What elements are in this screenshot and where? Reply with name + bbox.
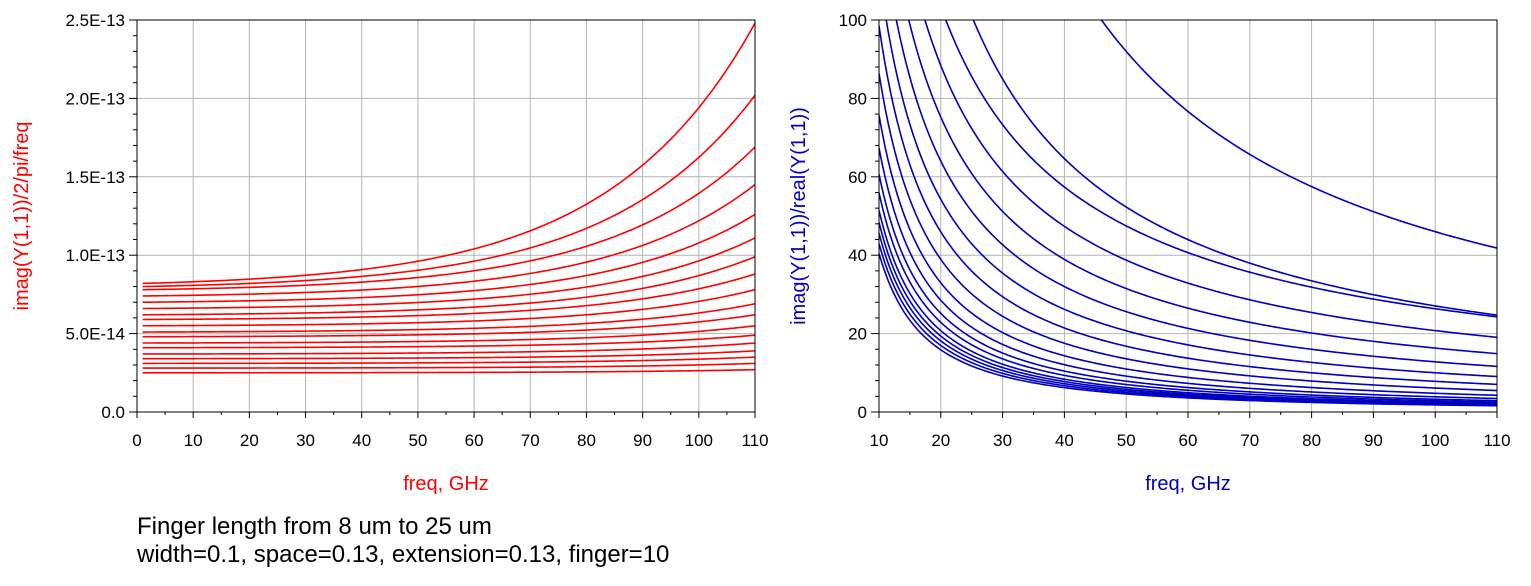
left-series-line — [142, 368, 755, 374]
chart-right: 10 20 30 40 50 60 70 80 90 100 110 0 20 40 60 80 100 fr… — [788, 11, 1511, 495]
right-y-tick-label: 0 — [858, 403, 867, 422]
right-series-line — [879, 147, 1497, 400]
left-series-line — [142, 324, 755, 344]
left-x-tick-label: 20 — [240, 431, 259, 450]
right-x-tick-label: 80 — [1302, 431, 1321, 450]
left-series-line — [142, 334, 755, 349]
left-series-line — [142, 256, 755, 316]
right-x-axis-label: freq, GHz — [1145, 473, 1231, 495]
right-series-line — [879, 73, 1497, 392]
right-y-tick-labels: 0 20 40 60 80 100 — [839, 11, 867, 422]
right-x-tick-label: 60 — [1179, 431, 1198, 450]
left-x-tick-label: 10 — [184, 431, 203, 450]
left-x-tick-labels: 0 10 20 30 40 50 60 70 80 90 100 110 — [132, 431, 768, 450]
right-series-line — [924, 20, 1497, 339]
left-series — [142, 22, 755, 374]
left-series-line — [142, 303, 755, 333]
right-y-tick-label: 80 — [848, 89, 867, 108]
left-series-line — [142, 213, 755, 304]
right-series-line — [879, 173, 1497, 402]
left-x-tick-label: 70 — [521, 431, 540, 450]
right-y-tick-label: 40 — [848, 246, 867, 265]
right-x-tick-label: 70 — [1240, 431, 1259, 450]
right-y-tick-label: 100 — [839, 11, 867, 30]
left-x-tick-label: 110 — [741, 431, 768, 450]
left-series-line — [142, 356, 755, 365]
right-series-line — [879, 25, 1497, 386]
right-plot-frame — [878, 19, 1498, 413]
left-x-tick-label: 0 — [132, 431, 141, 450]
right-series-line — [907, 20, 1497, 355]
right-x-tick-label: 50 — [1117, 431, 1136, 450]
right-series-line — [879, 210, 1497, 405]
right-series-line — [879, 115, 1497, 397]
left-x-tick-label: 100 — [685, 431, 713, 450]
left-x-tick-label: 90 — [633, 431, 652, 450]
right-grid — [878, 19, 1498, 413]
left-series-line — [142, 342, 755, 355]
left-x-axis-label: freq, GHz — [403, 473, 489, 495]
right-series-line — [944, 20, 1497, 318]
left-y-axis-label: imag(Y(1,1))/2/pi/freq — [11, 122, 33, 311]
right-x-tick-label: 100 — [1421, 431, 1449, 450]
left-series-line — [142, 288, 755, 327]
right-series-line — [879, 222, 1497, 405]
left-y-tick-label: 1.5E-13 — [65, 168, 125, 187]
right-x-tick-label: 110 — [1483, 431, 1510, 450]
left-y-tick-label: 2.0E-13 — [65, 89, 125, 108]
right-x-tick-label: 10 — [870, 431, 889, 450]
left-y-tick-label: 2.5E-13 — [65, 11, 125, 30]
left-y-tick-label: 5.0E-14 — [65, 325, 125, 344]
right-x-tick-label: 40 — [1055, 431, 1074, 450]
left-series-line — [142, 237, 755, 310]
right-y-tick-label: 20 — [848, 325, 867, 344]
caption-line-2: width=0.1, space=0.13, extension=0.13, f… — [137, 541, 670, 568]
right-x-tick-label: 90 — [1364, 431, 1383, 450]
left-series-line — [142, 94, 755, 288]
left-series-line — [142, 350, 755, 360]
left-x-tick-label: 60 — [465, 431, 484, 450]
chart-left: 0 10 20 30 40 50 60 70 80 90 100 110 0.0 5.0E-14 1.0E… — [11, 11, 769, 495]
left-series-line — [142, 313, 755, 338]
right-series — [879, 20, 1497, 407]
right-y-axis-label: imag(Y(1,1))/real(Y(1,1)) — [788, 107, 810, 325]
left-x-tick-label: 80 — [577, 431, 596, 450]
left-series-line — [142, 273, 755, 321]
left-series-line — [142, 184, 755, 297]
left-x-tick-label: 30 — [296, 431, 315, 450]
left-y-tick-labels: 0.0 5.0E-14 1.0E-13 1.5E-13 2.0E-13 2.5E-13 — [65, 11, 125, 422]
left-y-tick-label: 0.0 — [101, 403, 125, 422]
right-series-line — [895, 20, 1497, 368]
left-series-line — [142, 362, 755, 369]
left-plot-frame — [136, 19, 756, 413]
left-x-tick-label: 40 — [352, 431, 371, 450]
right-series-line — [1100, 20, 1497, 249]
left-series-line — [142, 22, 755, 285]
right-x-tick-label: 30 — [993, 431, 1012, 450]
right-series-line — [972, 20, 1497, 316]
caption-line-1: Finger length from 8 um to 25 um — [137, 513, 492, 540]
left-y-tick-label: 1.0E-13 — [65, 246, 125, 265]
right-x-tick-labels: 10 20 30 40 50 60 70 80 90 100 110 — [870, 431, 1511, 450]
right-series-line — [879, 192, 1497, 403]
left-x-tick-label: 50 — [408, 431, 427, 450]
left-series-line — [142, 146, 755, 291]
right-series-line — [885, 20, 1497, 378]
right-y-tick-label: 60 — [848, 168, 867, 187]
right-x-tick-label: 20 — [931, 431, 950, 450]
